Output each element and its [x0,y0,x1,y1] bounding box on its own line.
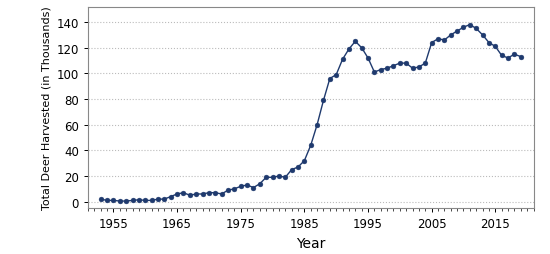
X-axis label: Year: Year [296,236,326,250]
Y-axis label: Total Deer Harvested (in Thousands): Total Deer Harvested (in Thousands) [41,6,51,210]
